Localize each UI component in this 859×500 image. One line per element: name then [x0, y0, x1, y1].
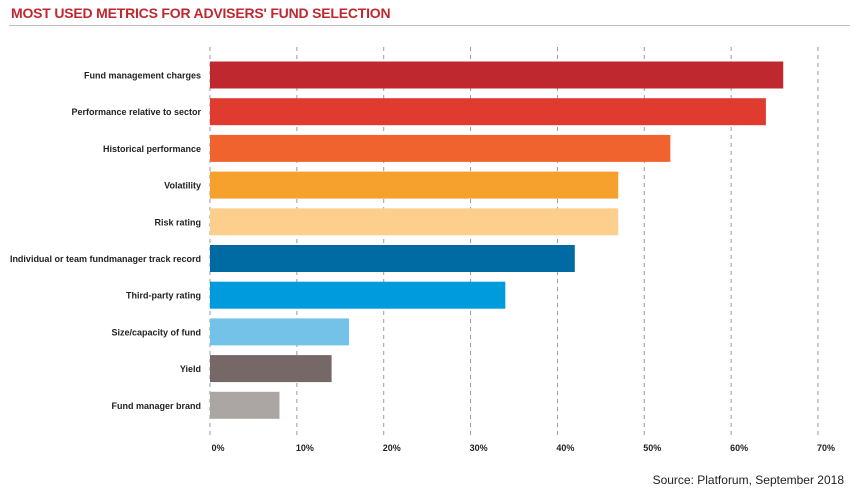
- bar: [210, 134, 671, 162]
- bar: [210, 98, 766, 126]
- bars: [210, 61, 784, 419]
- x-tick-label: 40%: [556, 443, 574, 453]
- category-label: Volatility: [164, 181, 201, 191]
- category-label: Fund manager brand: [111, 401, 201, 411]
- bar: [210, 391, 280, 419]
- source-note: Source: Platforum, September 2018: [652, 473, 844, 487]
- chart-title: MOST USED METRICS FOR ADVISERS' FUND SEL…: [11, 5, 391, 21]
- x-tick-label: 70%: [817, 443, 835, 453]
- category-labels: Fund management charges Performance relat…: [10, 71, 202, 411]
- x-tick-labels: 0% 10% 20% 30% 40% 50% 60% 70%: [211, 443, 835, 453]
- x-tick-label: 0%: [211, 443, 224, 453]
- x-tick-label: 60%: [730, 443, 748, 453]
- bar: [210, 245, 575, 272]
- x-tick-label: 20%: [383, 443, 401, 453]
- bar: [210, 281, 506, 309]
- category-label: Individual or team fundmanager track rec…: [10, 254, 201, 264]
- category-label: Third-party rating: [126, 291, 201, 301]
- category-label: Size/capacity of fund: [111, 327, 201, 337]
- category-label: Historical performance: [103, 144, 201, 154]
- category-label: Risk rating: [154, 217, 201, 227]
- bar: [210, 171, 619, 199]
- bar: [210, 355, 332, 383]
- category-label: Performance relative to sector: [71, 107, 201, 117]
- category-label: Yield: [180, 364, 201, 374]
- bar: [210, 318, 349, 346]
- category-label: Fund management charges: [84, 71, 201, 81]
- bar: [210, 61, 784, 89]
- title-divider: [9, 25, 850, 26]
- bar: [210, 208, 619, 236]
- x-tick-label: 30%: [470, 443, 488, 453]
- x-tick-label: 10%: [296, 443, 314, 453]
- x-tick-label: 50%: [643, 443, 661, 453]
